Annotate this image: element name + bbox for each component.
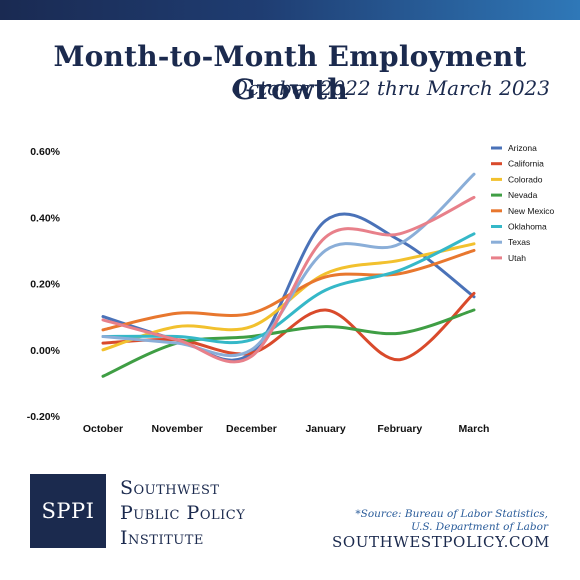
org-line-2: Public Policy xyxy=(120,502,246,524)
source-line-2: U.S. Department of Labor xyxy=(411,521,548,533)
legend-label-colorado: Colorado xyxy=(508,174,543,184)
legend-label-new-mexico: New Mexico xyxy=(508,206,555,216)
series-line-nevada xyxy=(101,308,476,378)
legend-label-nevada: Nevada xyxy=(508,190,538,200)
source-line-1: *Source: Bureau of Labor Statistics, xyxy=(355,508,548,520)
source-note: *Source: Bureau of Labor Statistics, U.S… xyxy=(355,508,548,534)
website-link[interactable]: SOUTHWESTPOLICY.COM xyxy=(332,533,550,551)
legend-label-utah: Utah xyxy=(508,253,526,263)
chart-title: Month-to-Month Employment Growth xyxy=(53,40,527,106)
x-tick-label: February xyxy=(377,423,422,435)
legend-label-arizona: Arizona xyxy=(508,143,537,153)
x-tick-label: November xyxy=(152,423,203,435)
legend-label-texas: Texas xyxy=(508,237,530,247)
org-line-1: Southwest xyxy=(120,477,220,499)
y-tick-label: 0.40% xyxy=(30,212,60,224)
series-line-oklahoma xyxy=(101,232,476,345)
y-tick-label: 0.60% xyxy=(30,146,60,158)
legend-label-oklahoma: Oklahoma xyxy=(508,222,547,232)
sppi-logo: SPPI xyxy=(30,474,106,548)
x-tick-label: January xyxy=(305,423,345,435)
series-line-utah xyxy=(101,195,476,364)
y-tick-label: -0.20% xyxy=(27,411,61,423)
x-tick-label: October xyxy=(83,423,123,435)
org-line-3: Institute xyxy=(120,527,204,549)
chart-subtitle: October 2022 thru March 2023 xyxy=(231,76,550,100)
line-chart: -0.20% 0.00% 0.20% 0.40% 0.60% October Novembe… xyxy=(27,143,555,435)
organization-name: Southwest Public Policy Institute xyxy=(120,476,245,551)
series-line-texas xyxy=(101,172,476,358)
x-tick-label: March xyxy=(459,423,490,435)
legend-label-california: California xyxy=(508,159,544,169)
y-tick-label: 0.00% xyxy=(30,345,60,357)
x-tick-label: December xyxy=(226,423,277,435)
y-tick-label: 0.20% xyxy=(30,279,60,291)
top-banner xyxy=(0,0,580,20)
